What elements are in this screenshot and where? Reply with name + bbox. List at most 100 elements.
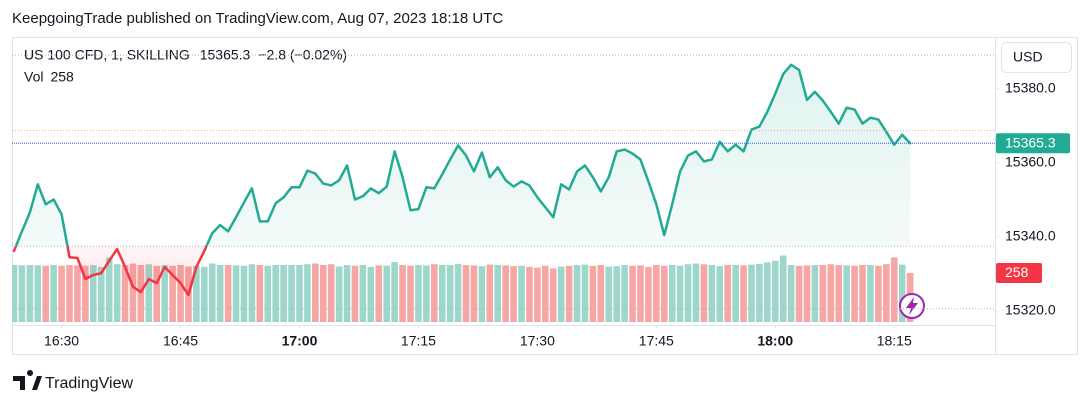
volume-bar <box>716 266 724 322</box>
x-tick-label: 17:30 <box>520 333 555 349</box>
volume-bar <box>193 265 200 322</box>
currency-label[interactable]: USD <box>1013 49 1043 65</box>
volume-bar <box>383 265 391 322</box>
volume-bar <box>573 265 581 322</box>
volume-bar <box>105 257 113 322</box>
volume-bar <box>169 265 176 322</box>
volume-bar <box>898 264 906 322</box>
volume-bar <box>557 266 565 322</box>
volume-bar <box>375 265 383 322</box>
volume-bar <box>660 265 668 322</box>
volume-bar <box>756 263 763 322</box>
volume-bar <box>319 265 327 322</box>
volume-bar <box>264 265 272 322</box>
alert-icon[interactable] <box>899 293 925 319</box>
volume-bar <box>145 264 153 322</box>
volume-bar <box>216 265 224 322</box>
volume-bar <box>351 265 359 322</box>
volume-bar <box>494 265 502 322</box>
volume-bar <box>478 266 486 322</box>
volume-bar <box>819 265 827 322</box>
volume-bar <box>668 265 676 322</box>
volume-bar <box>335 266 343 322</box>
volume-bar <box>764 262 771 322</box>
volume-bar <box>280 265 287 322</box>
volume-bar <box>240 265 248 322</box>
volume-bar <box>883 264 890 322</box>
last-price-label: 15365.3 <box>1005 134 1056 150</box>
currency-button[interactable]: USD <box>1001 42 1072 73</box>
volume-bar <box>542 265 549 322</box>
volume-bar <box>399 265 406 322</box>
volume-bar <box>470 265 478 322</box>
volume-bar <box>676 265 684 322</box>
volume-bar <box>637 265 644 322</box>
volume-bar <box>653 265 660 322</box>
volume-bar <box>502 265 509 322</box>
legend-change: −2.8 (−0.02%) <box>258 47 347 63</box>
volume-bar <box>407 265 414 322</box>
x-tick-label: 16:30 <box>44 333 79 349</box>
volume-bar <box>34 265 42 322</box>
volume-bar <box>748 264 755 322</box>
volume-bar <box>343 265 351 322</box>
legend: US 100 CFD, 1, SKILLING 15365.3 −2.8 (−0… <box>24 47 347 85</box>
price-area <box>14 64 911 296</box>
y-tick-label: 15320.0 <box>1005 302 1056 318</box>
volume-bar <box>835 265 843 322</box>
volume-bar <box>177 265 184 322</box>
x-tick-label: 16:45 <box>163 333 198 349</box>
volume-bar <box>851 265 858 322</box>
alert-bolt[interactable] <box>906 297 918 315</box>
x-tick-label: 17:45 <box>639 333 674 349</box>
volume-bar <box>827 264 835 322</box>
volume-bar <box>66 265 73 322</box>
brand-logo <box>13 369 42 390</box>
volume-bar <box>867 265 874 322</box>
volume-bar <box>58 265 65 322</box>
volume-bar <box>629 265 636 322</box>
y-tick-label: 15340.0 <box>1005 228 1056 244</box>
volume-legend-value: 258 <box>50 69 74 85</box>
volume-bar <box>288 265 295 322</box>
volume-bar <box>430 264 438 322</box>
volume-bar <box>415 265 422 322</box>
volume-bar <box>645 266 652 322</box>
volume-bar <box>843 265 850 322</box>
volume-bar <box>510 266 517 322</box>
brand: TradingView <box>13 369 133 392</box>
volume-bar <box>787 265 795 322</box>
y-tick-label: 15360.0 <box>1005 154 1056 170</box>
volume-bar <box>129 263 137 322</box>
chart-frame <box>12 37 1078 355</box>
volume-bar <box>890 257 898 322</box>
volume-bar <box>486 264 494 322</box>
x-tick-label: 17:00 <box>282 333 318 349</box>
volume-bar <box>12 265 18 322</box>
volume-bar <box>549 268 557 322</box>
price-line <box>12 63 912 297</box>
volume-bar <box>811 265 819 322</box>
volume-bar <box>327 264 335 322</box>
volume-bar <box>121 265 129 322</box>
publish-header: KeepgoingTrade published on TradingView.… <box>12 10 503 27</box>
currency-button-box[interactable] <box>1001 42 1072 73</box>
volume-bar <box>224 265 232 322</box>
volume-bar <box>113 264 121 322</box>
volume-bar <box>462 265 470 322</box>
x-tick-label: 18:00 <box>757 333 793 349</box>
x-tick-label: 17:15 <box>401 333 436 349</box>
volume-bar <box>137 265 145 322</box>
volume-bar <box>423 265 430 322</box>
volume-bar <box>201 266 208 322</box>
volume-bar <box>208 263 216 322</box>
volume-bar <box>367 266 375 322</box>
symbol-title: US 100 CFD, 1, SKILLING <box>24 47 190 63</box>
volume-bar <box>795 265 803 322</box>
volume-bar <box>518 265 525 322</box>
last-volume-label: 258 <box>1005 264 1029 280</box>
volume-bar <box>42 265 50 322</box>
volume-bar <box>859 265 866 322</box>
